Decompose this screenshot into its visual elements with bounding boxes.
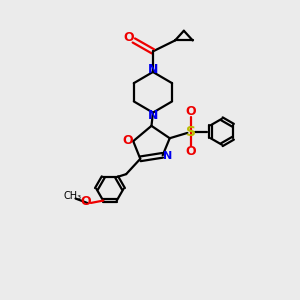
- Text: N: N: [163, 151, 172, 161]
- Text: O: O: [80, 195, 91, 208]
- Text: N: N: [148, 63, 158, 76]
- Text: O: O: [186, 145, 196, 158]
- Text: O: O: [123, 134, 133, 147]
- Text: O: O: [186, 105, 196, 118]
- Text: N: N: [148, 109, 158, 122]
- Text: CH₃: CH₃: [64, 191, 82, 202]
- Text: O: O: [123, 31, 134, 44]
- Text: S: S: [186, 125, 196, 139]
